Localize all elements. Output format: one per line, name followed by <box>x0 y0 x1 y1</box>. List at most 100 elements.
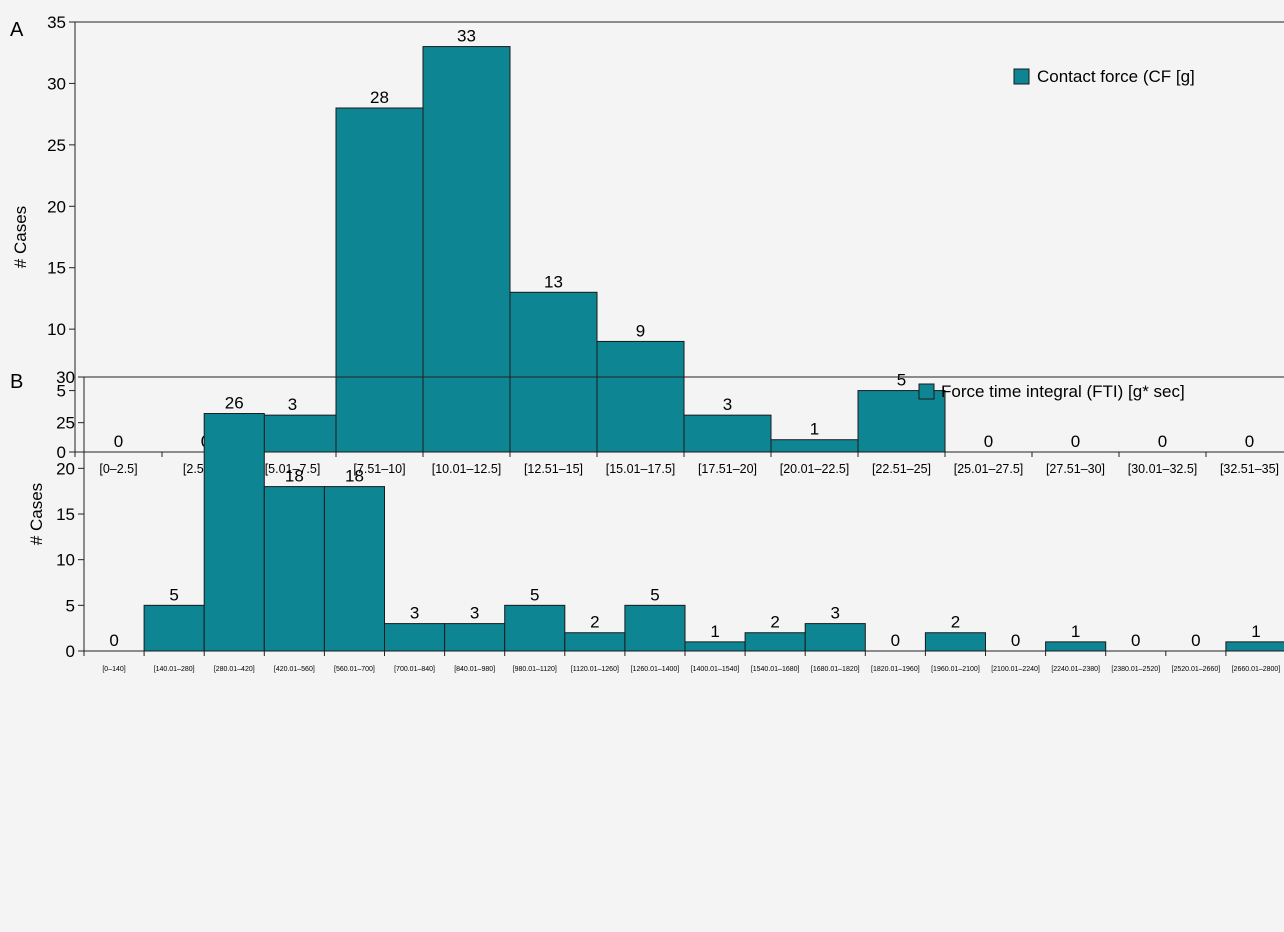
y-tick-label: 30 <box>56 368 75 387</box>
bar <box>804 623 866 652</box>
bar-value-label: 0 <box>1245 432 1254 451</box>
panel-letter: A <box>10 19 24 41</box>
bar-value-label: 0 <box>1071 432 1080 451</box>
bar-value-label: 33 <box>457 27 476 46</box>
bar-value-label: 28 <box>370 88 389 107</box>
x-tick-label: [140.01–280] <box>154 666 195 673</box>
x-tick-label: [840.01–980] <box>454 666 495 673</box>
x-tick-label: [280.01–420] <box>214 666 255 673</box>
x-tick-label: [0–2.5] <box>99 462 137 476</box>
x-tick-label: [420.01–560] <box>274 666 315 673</box>
bar-value-label: 13 <box>544 272 563 291</box>
x-tick-label: [22.51–25] <box>872 462 931 476</box>
bar <box>596 340 685 453</box>
x-tick-label: [2380.01–2520] <box>1111 666 1160 673</box>
bar-value-label: 3 <box>723 395 732 414</box>
y-tick-label: 25 <box>47 136 66 155</box>
bar-value-label: 0 <box>114 432 123 451</box>
x-tick-label: [30.01–32.5] <box>1128 462 1198 476</box>
legend-swatch <box>1013 68 1030 85</box>
y-tick-label: 5 <box>57 382 66 401</box>
x-tick-label: [2100.01–2240] <box>991 666 1040 673</box>
y-tick-label: 5 <box>66 596 75 615</box>
y-tick-label: 15 <box>56 505 75 524</box>
bar-value-label: 5 <box>897 371 906 390</box>
x-tick-label: [2240.01–2380] <box>1051 666 1100 673</box>
x-tick-label: [2660.01–2800] <box>1232 666 1281 673</box>
x-tick-label: [1120.01–1260] <box>571 666 619 673</box>
bar <box>744 632 806 652</box>
bar-value-label: 2 <box>590 613 599 632</box>
bar-value-label: 1 <box>710 622 719 641</box>
bar <box>770 439 859 453</box>
y-tick-label: 30 <box>47 74 66 93</box>
y-tick-label: 20 <box>56 459 75 478</box>
bar <box>564 632 626 652</box>
x-tick-label: [560.01–700] <box>334 666 375 673</box>
bar-value-label: 5 <box>169 585 178 604</box>
x-tick-label: [12.51–15] <box>524 462 583 476</box>
x-tick-label: [1260.01–1400] <box>631 666 680 673</box>
x-tick-label: [15.01–17.5] <box>606 462 676 476</box>
bar <box>422 46 511 453</box>
bar-value-label: 0 <box>984 432 993 451</box>
y-axis-label: # Cases <box>27 483 46 545</box>
y-tick-label: 0 <box>66 642 75 661</box>
bar-value-label: 1 <box>1071 622 1080 641</box>
bar <box>143 604 205 652</box>
bar <box>684 641 746 652</box>
bar-value-label: 2 <box>951 613 960 632</box>
bar <box>504 604 566 652</box>
bar <box>683 414 772 453</box>
bar-value-label: 5 <box>530 585 539 604</box>
bar-value-label: 0 <box>1131 631 1140 650</box>
x-tick-label: [5.01–7.5] <box>265 462 321 476</box>
bar <box>444 623 506 652</box>
x-tick-label: [1960.01–2100] <box>931 666 980 673</box>
bar <box>335 107 424 453</box>
y-tick-label: 20 <box>47 197 66 216</box>
x-tick-label: [1820.01–1960] <box>871 666 920 673</box>
bar-value-label: 0 <box>109 631 118 650</box>
y-tick-label: 10 <box>56 551 75 570</box>
bar-value-label: 3 <box>288 395 297 414</box>
bar-value-label: 26 <box>225 394 244 413</box>
bar-value-label: 3 <box>470 604 479 623</box>
x-tick-label: [0–140] <box>102 666 125 673</box>
bar-value-label: 3 <box>831 604 840 623</box>
x-tick-label: [7.51–10] <box>353 462 405 476</box>
x-tick-label: [25.01–27.5] <box>954 462 1024 476</box>
bar <box>924 632 987 652</box>
x-tick-label: [17.51–20] <box>698 462 757 476</box>
x-tick-label: [1540.01–1680] <box>751 666 800 673</box>
bar <box>323 486 385 652</box>
y-tick-label: 15 <box>47 259 66 278</box>
x-tick-label: [32.51–35] <box>1220 462 1279 476</box>
bar-value-label: 1 <box>1251 622 1260 641</box>
y-tick-label: 10 <box>47 320 66 339</box>
bar-value-label: 0 <box>891 631 900 650</box>
bar-value-label: 5 <box>650 585 659 604</box>
x-tick-label: [20.01–22.5] <box>780 462 850 476</box>
y-axis-label: # Cases <box>11 206 30 268</box>
bar-value-label: 18 <box>345 467 364 486</box>
bar-value-label: 0 <box>1158 432 1167 451</box>
y-tick-label: 0 <box>57 443 66 462</box>
x-tick-label: [700.01–840] <box>394 666 435 673</box>
bar <box>1225 641 1284 652</box>
bar-value-label: 1 <box>810 420 819 439</box>
x-tick-label: [2520.01–2660] <box>1172 666 1221 673</box>
y-tick-label: 25 <box>56 414 75 433</box>
legend-label: Contact force (CF [g] <box>1037 67 1195 86</box>
bar-value-label: 0 <box>1191 631 1200 650</box>
y-tick-label: 35 <box>47 13 66 32</box>
x-tick-label: [1400.01–1540] <box>691 666 740 673</box>
bar-value-label: 3 <box>410 604 419 623</box>
x-tick-label: [980.01–1120] <box>513 666 557 673</box>
bar <box>263 486 325 652</box>
x-tick-label: [1680.01–1820] <box>811 666 860 673</box>
bar-value-label: 2 <box>770 613 779 632</box>
bar <box>1045 641 1107 652</box>
